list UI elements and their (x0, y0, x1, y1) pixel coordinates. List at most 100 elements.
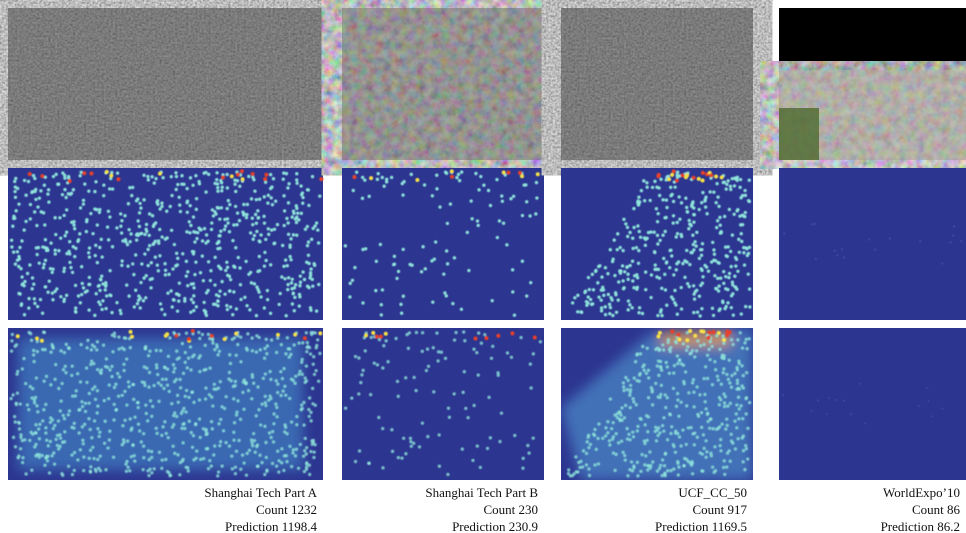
dot (98, 208, 101, 211)
dot (730, 374, 733, 377)
predicted-map (779, 328, 966, 480)
dot (685, 206, 688, 209)
dot (158, 254, 161, 257)
dot (700, 426, 703, 429)
dot (675, 268, 678, 271)
dot (127, 385, 130, 388)
hot-dot (264, 173, 268, 177)
dot (23, 313, 26, 316)
dot (739, 404, 742, 407)
dot (180, 427, 183, 430)
dot (701, 191, 704, 194)
caption-dataset: Shanghai Tech Part B (425, 485, 538, 500)
dot (193, 273, 196, 276)
dot (728, 208, 731, 211)
dot (149, 399, 152, 402)
dot (293, 286, 296, 289)
dot (155, 432, 158, 435)
dot (386, 360, 389, 363)
dot (229, 278, 232, 281)
hot-dot (234, 332, 238, 336)
dot (680, 201, 683, 204)
caption-count: Count 1232 (256, 502, 317, 517)
dot (619, 271, 622, 274)
dot (153, 181, 156, 184)
dot (385, 180, 388, 183)
dot (286, 283, 289, 286)
dot (245, 216, 248, 219)
dot (175, 252, 178, 255)
dot (228, 203, 231, 206)
dot (168, 336, 171, 339)
dot (353, 266, 356, 269)
dot (460, 308, 463, 311)
dot (714, 368, 717, 371)
dot (141, 468, 144, 471)
dot (224, 441, 227, 444)
dot (58, 433, 61, 436)
dot (736, 179, 739, 182)
dot (54, 173, 57, 176)
dot (144, 347, 147, 350)
dot (185, 389, 188, 392)
dot (199, 228, 202, 231)
dot (692, 311, 695, 314)
dot (217, 470, 220, 473)
dot (722, 371, 725, 374)
dot (245, 473, 248, 476)
dot (691, 234, 694, 237)
dot (733, 285, 736, 288)
dot (691, 381, 694, 384)
dot (292, 292, 295, 295)
dot (293, 296, 296, 299)
dot (264, 401, 267, 404)
dot (213, 283, 216, 286)
dot (299, 443, 302, 446)
dot (56, 183, 59, 186)
dot (676, 392, 679, 395)
dot (49, 241, 52, 244)
dot (620, 440, 623, 443)
dot (500, 194, 503, 197)
dot (643, 199, 646, 202)
dot (663, 216, 666, 219)
hot-dot (725, 330, 729, 334)
dot (727, 276, 730, 279)
dot (122, 369, 125, 372)
dot (291, 278, 294, 281)
dot (613, 238, 616, 241)
dot (729, 250, 732, 253)
dot (201, 333, 204, 336)
dot (640, 418, 643, 421)
dot (288, 255, 291, 258)
hot-dot (507, 171, 511, 175)
dot (251, 349, 254, 352)
dot (290, 420, 293, 423)
dot (390, 176, 393, 179)
caption-prediction: Prediction 1198.4 (225, 519, 317, 533)
dot (638, 306, 641, 309)
dot (53, 462, 56, 465)
dot (312, 355, 315, 358)
dot (74, 306, 77, 309)
dot (738, 407, 741, 410)
dot (102, 183, 105, 186)
dot (288, 445, 291, 448)
dot (421, 421, 424, 424)
dot (24, 382, 27, 385)
dot (218, 247, 221, 250)
dot (661, 343, 664, 346)
dot (587, 295, 590, 298)
dot (438, 465, 441, 468)
dot (164, 378, 167, 381)
dot (164, 273, 167, 276)
dot (290, 465, 293, 468)
dot (426, 435, 429, 438)
dot (741, 346, 744, 349)
dot (382, 344, 385, 347)
dot (239, 335, 242, 338)
dot (197, 180, 200, 183)
hot-dot (450, 175, 454, 179)
dot (175, 175, 178, 178)
dot (727, 449, 730, 452)
